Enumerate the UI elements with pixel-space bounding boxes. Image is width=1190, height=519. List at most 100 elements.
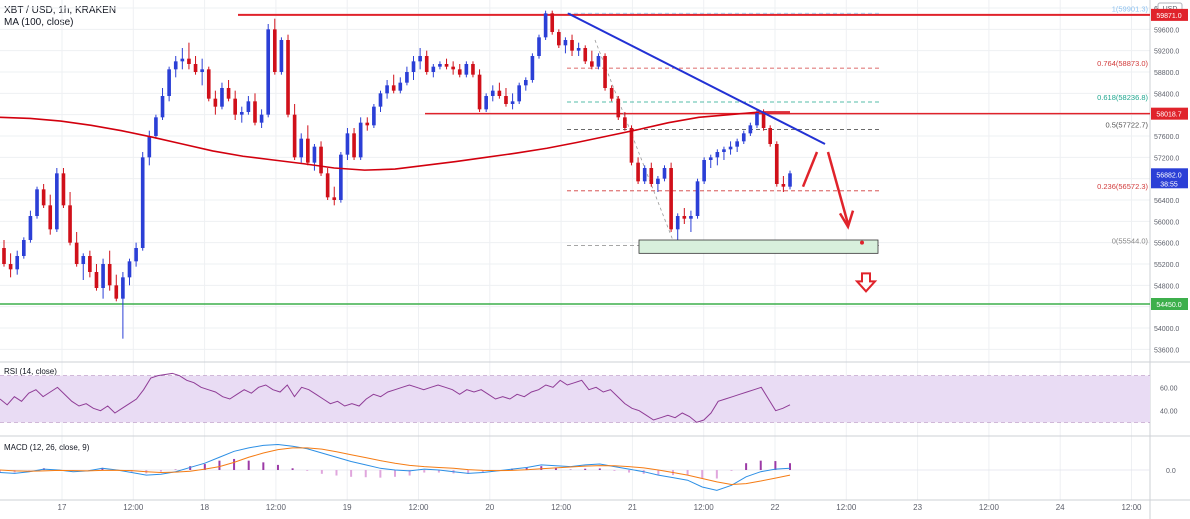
price-tick-label: 54000.0: [1154, 326, 1179, 333]
macd-histogram-bar: [247, 460, 250, 470]
macd-histogram-bar: [335, 470, 338, 476]
candle-body-down: [41, 189, 46, 206]
candle-body-down: [233, 98, 237, 115]
macd-histogram-bar: [276, 464, 279, 470]
candle-body-up: [523, 80, 528, 86]
macd-histogram-bar: [394, 470, 396, 477]
candle-body-down: [504, 96, 508, 104]
price-tick-label: 56000.0: [1154, 219, 1179, 226]
fib-level-label: 0.764(58873.0): [1097, 59, 1148, 68]
resistance-top-price-label-bg: [1151, 8, 1188, 21]
candle-body-down: [583, 48, 588, 62]
candle-body-up: [695, 181, 700, 216]
candle-body-down: [457, 69, 462, 75]
rsi-legend: RSI (14, close): [4, 367, 57, 376]
macd-histogram-bar: [628, 470, 631, 473]
last-price-label-bg: [1151, 168, 1188, 189]
time-tick-label: 12:00: [836, 503, 857, 512]
candle-body-down: [616, 98, 621, 118]
price-tick-label: 55600.0: [1154, 241, 1179, 248]
candle-body-up: [418, 56, 422, 62]
candle-body-down: [649, 168, 654, 184]
hollow-down-arrow: [854, 272, 878, 293]
resistance-mid-price-label-bg: [1151, 107, 1188, 120]
fib-level-label: 0.5(57722.7): [1105, 120, 1148, 129]
candle-body-up: [147, 136, 152, 158]
price-tick-label: 54800.0: [1154, 283, 1179, 290]
candle-body-up: [728, 146, 733, 150]
price-tick-label: 57600.0: [1154, 134, 1179, 141]
macd-histogram-bar: [657, 470, 660, 476]
macd-histogram-bar: [291, 468, 294, 470]
macd-histogram-bar: [159, 470, 162, 472]
candle-body-up: [490, 90, 495, 96]
macd-histogram-bar: [218, 460, 221, 470]
candle-body-up: [788, 173, 792, 187]
target-dot: [860, 240, 864, 245]
fib-level-label: 0(55544.0): [1112, 237, 1149, 246]
candle-body-down: [292, 114, 297, 158]
candle-body-down: [206, 69, 211, 99]
candle-body-down: [557, 32, 561, 46]
moving-average-line: [0, 111, 790, 171]
candle-body-down: [768, 128, 773, 144]
macd-histogram-bar: [233, 458, 236, 470]
candle-body-up: [15, 256, 20, 270]
candle-body-up: [385, 85, 389, 94]
candle-body-down: [107, 264, 112, 286]
fib-level-label: 0.236(56572.3): [1097, 182, 1148, 191]
candle-body-down: [94, 272, 99, 288]
candle-body-up: [431, 66, 436, 72]
macd-histogram-bar: [306, 470, 309, 471]
candle-body-up: [239, 112, 244, 115]
candle-body-up: [299, 138, 304, 158]
macd-histogram-bar: [437, 470, 440, 473]
candle-body-up: [689, 216, 693, 219]
macd-tick-label: 0.0: [1166, 468, 1176, 475]
candle-body-up: [741, 133, 746, 142]
last-price-label-timer: 38:55: [1160, 181, 1178, 188]
last-price-label: 56882.0: [1156, 172, 1181, 179]
candle-body-down: [68, 205, 72, 243]
ma-legend: MA (100, close): [4, 17, 74, 28]
candle-body-down: [570, 40, 574, 51]
candle-body-up: [200, 69, 204, 72]
candle-body-up: [339, 154, 343, 200]
candle-body-down: [471, 64, 475, 75]
candle-body-down: [424, 56, 429, 72]
macd-histogram-bar: [525, 467, 528, 470]
macd-histogram-bar: [262, 462, 265, 470]
macd-histogram-bar: [101, 467, 104, 470]
macd-histogram-bar: [774, 461, 777, 470]
candle-body-down: [272, 29, 277, 72]
bearish-trendline: [567, 12, 826, 145]
macd-histogram-bar: [467, 470, 470, 474]
target-zone: [638, 239, 879, 254]
price-tick-label: 58400.0: [1154, 91, 1179, 98]
time-tick-label: 18: [200, 503, 209, 512]
time-tick-label: 21: [628, 503, 637, 512]
macd-histogram-bar: [554, 467, 557, 470]
candle-body-down: [213, 98, 218, 107]
candle-body-up: [702, 160, 706, 182]
candle-body-up: [662, 168, 667, 179]
candle-body-up: [220, 88, 224, 107]
candle-body-up: [576, 48, 581, 51]
macd-histogram-bar: [584, 468, 587, 470]
candle-body-up: [563, 40, 568, 46]
candle-body-up: [180, 58, 185, 62]
candle-body-up: [28, 216, 33, 240]
candle-body-up: [510, 101, 515, 104]
candle-body-up: [464, 64, 469, 75]
macd-signal-line: [0, 447, 791, 485]
macd-histogram-bar: [379, 470, 382, 478]
candle-body-up: [722, 149, 726, 152]
macd-histogram-bar: [408, 470, 411, 476]
macd-histogram-bar: [613, 470, 616, 471]
candle-body-up: [140, 157, 145, 248]
rsi-band: [0, 375, 1150, 423]
candle-body-up: [121, 277, 125, 299]
candle-body-down: [48, 205, 53, 230]
candle-body-up: [266, 29, 271, 115]
